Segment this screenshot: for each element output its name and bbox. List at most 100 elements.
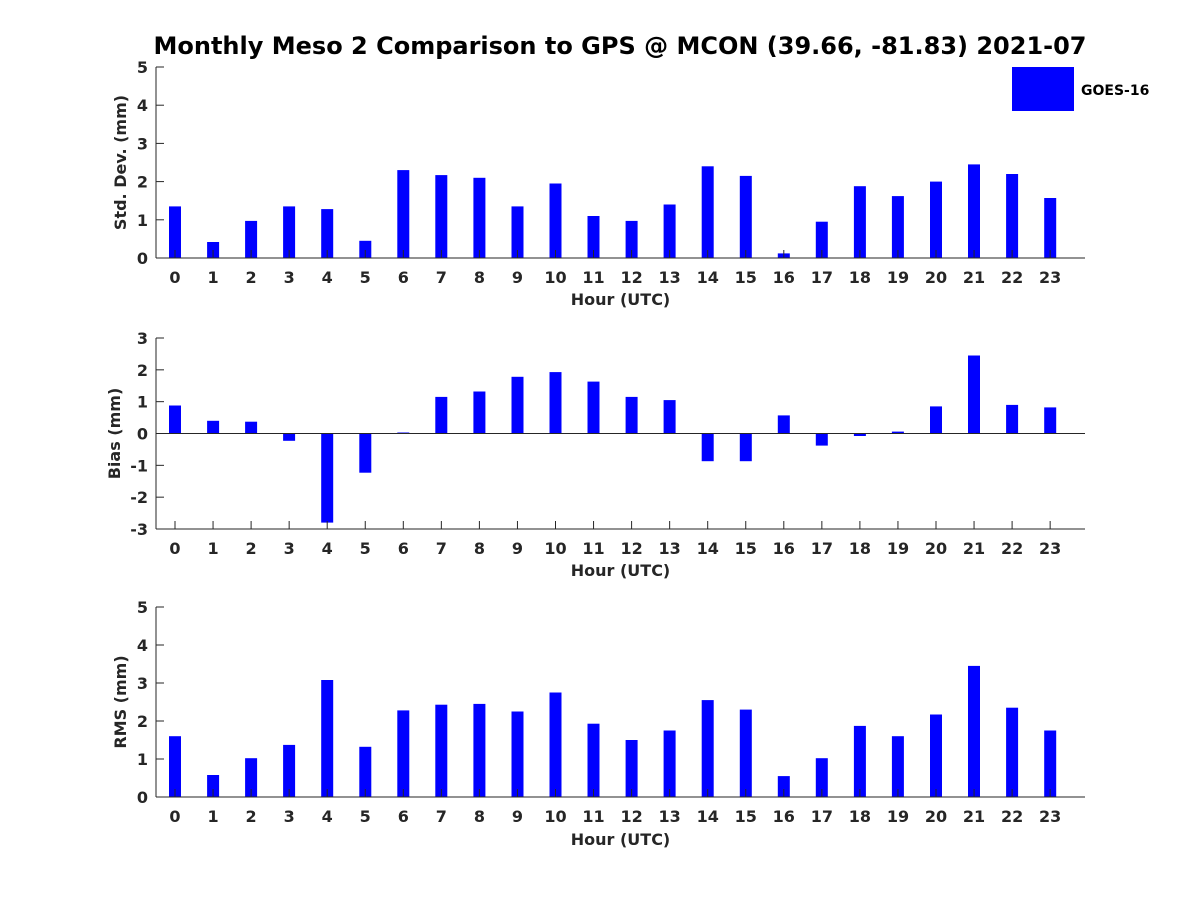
x-tick-label: 4	[322, 539, 333, 558]
x-tick-label: 10	[544, 268, 566, 287]
bar-std-dev-hour-0	[169, 206, 181, 258]
y-tick-label: 1	[137, 211, 148, 230]
x-tick-label: 8	[474, 268, 485, 287]
x-tick-label: 8	[474, 539, 485, 558]
bar-std-dev-hour-7	[435, 175, 448, 258]
legend-swatch	[1012, 67, 1074, 111]
x-tick-label: 23	[1039, 539, 1061, 558]
bar-bias-hour-19	[891, 431, 904, 434]
bar-bias-hour-11	[587, 381, 600, 434]
bar-bias-hour-14	[701, 433, 714, 462]
x-tick-label: 15	[735, 539, 757, 558]
x-tick-label: 19	[887, 539, 909, 558]
bar-rms-hour-17	[815, 758, 828, 797]
bar-bias-hour-22	[1006, 404, 1019, 434]
x-tick-label: 15	[735, 807, 757, 826]
y-axis-label: RMS (mm)	[111, 655, 130, 748]
bar-rms-hour-23	[1044, 730, 1057, 797]
y-tick-label: 3	[137, 134, 148, 153]
x-tick-label: 12	[620, 807, 642, 826]
x-tick-label: 2	[246, 268, 257, 287]
x-tick-label: 18	[849, 268, 871, 287]
bar-std-dev-hour-3	[283, 206, 296, 258]
y-tick-label: 4	[137, 636, 148, 655]
x-axis-label: Hour (UTC)	[571, 290, 671, 309]
x-tick-label: 20	[925, 268, 947, 287]
bar-std-dev-hour-12	[625, 220, 638, 258]
bar-std-dev-hour-21	[968, 164, 980, 258]
bar-rms-hour-2	[245, 758, 258, 797]
x-tick-label: 11	[582, 268, 604, 287]
x-tick-label: 5	[360, 268, 371, 287]
bar-std-dev-hour-6	[397, 170, 410, 258]
x-tick-label: 11	[582, 807, 604, 826]
x-tick-label: 0	[169, 807, 180, 826]
bar-std-dev-hour-9	[511, 206, 524, 258]
bar-bias-hour-18	[853, 433, 866, 436]
bar-bias-hour-16	[777, 415, 790, 434]
x-tick-label: 12	[620, 539, 642, 558]
x-tick-label: 4	[322, 268, 333, 287]
bar-rms-hour-3	[283, 744, 296, 797]
x-tick-label: 6	[398, 539, 409, 558]
bar-rms-hour-15	[739, 709, 752, 797]
y-tick-label: 0	[137, 249, 148, 268]
chart-title: Monthly Meso 2 Comparison to GPS @ MCON …	[154, 32, 1087, 60]
x-tick-label: 14	[697, 268, 719, 287]
x-tick-label: 3	[284, 539, 295, 558]
x-tick-label: 1	[207, 807, 218, 826]
bar-bias-hour-15	[739, 433, 752, 462]
x-tick-label: 16	[773, 807, 795, 826]
x-tick-label: 21	[963, 807, 985, 826]
bar-rms-hour-7	[435, 704, 448, 797]
x-tick-label: 1	[207, 539, 218, 558]
bar-bias-hour-13	[663, 400, 676, 434]
x-tick-label: 9	[512, 539, 523, 558]
bar-bias-hour-17	[815, 433, 828, 446]
x-tick-label: 20	[925, 539, 947, 558]
x-tick-label: 17	[811, 539, 833, 558]
bar-std-dev-hour-17	[815, 221, 828, 258]
x-tick-label: 22	[1001, 539, 1023, 558]
bar-std-dev-hour-20	[930, 181, 942, 258]
x-tick-label: 2	[246, 539, 257, 558]
x-tick-label: 21	[963, 539, 985, 558]
y-tick-label: 4	[137, 96, 148, 115]
x-tick-label: 8	[474, 807, 485, 826]
bar-rms-hour-6	[397, 710, 410, 797]
bar-bias-hour-20	[930, 406, 942, 434]
bar-std-dev-hour-23	[1044, 198, 1057, 258]
x-tick-label: 3	[284, 268, 295, 287]
legend-label: GOES-16	[1081, 83, 1149, 99]
x-tick-label: 0	[169, 268, 180, 287]
bar-bias-hour-7	[435, 396, 448, 434]
bar-rms-hour-0	[169, 736, 181, 797]
x-tick-label: 23	[1039, 268, 1061, 287]
legend: GOES-16	[1012, 67, 1149, 111]
x-tick-label: 13	[659, 539, 681, 558]
x-tick-label: 0	[169, 539, 180, 558]
bar-rms-hour-18	[853, 725, 866, 797]
bar-bias-hour-2	[245, 421, 258, 434]
x-tick-label: 22	[1001, 807, 1023, 826]
bar-rms-hour-10	[549, 692, 562, 797]
y-tick-label: -3	[130, 520, 148, 539]
x-tick-label: 4	[322, 807, 333, 826]
x-tick-label: 7	[436, 268, 447, 287]
bar-rms-hour-9	[511, 711, 524, 797]
bar-rms-hour-5	[359, 746, 372, 797]
bar-bias-hour-3	[283, 433, 296, 441]
bar-std-dev-hour-5	[359, 240, 372, 258]
bar-bias-hour-12	[625, 396, 638, 434]
bar-rms-hour-13	[663, 730, 676, 797]
y-tick-label: 2	[137, 173, 148, 192]
y-tick-label: 0	[137, 788, 148, 807]
x-tick-label: 18	[849, 539, 871, 558]
bar-rms-hour-8	[473, 703, 486, 797]
x-tick-label: 23	[1039, 807, 1061, 826]
bar-bias-hour-0	[169, 405, 181, 434]
bar-rms-hour-20	[930, 714, 942, 797]
